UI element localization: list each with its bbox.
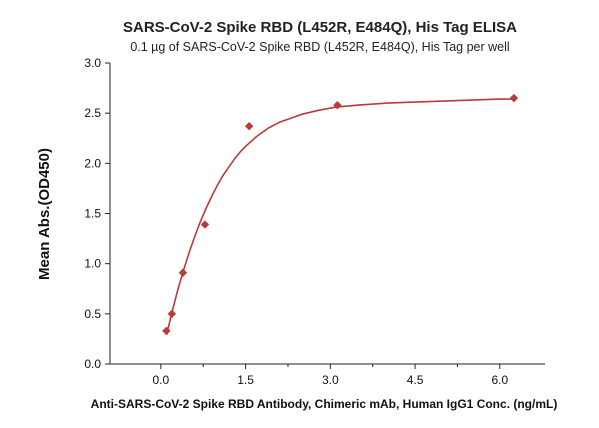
chart-subtitle: 0.1 µg of SARS-CoV-2 Spike RBD (L452R, E…: [130, 40, 509, 54]
x-tick-label: 6.0: [491, 373, 508, 387]
y-tick-label: 3.0: [84, 56, 101, 70]
x-tick-label: 1.5: [237, 373, 254, 387]
x-tick-label: 0.0: [153, 373, 170, 387]
y-tick-label: 0.0: [84, 357, 101, 371]
x-tick-label: 4.5: [407, 373, 424, 387]
y-tick-label: 1.0: [84, 257, 101, 271]
data-point: [244, 122, 254, 131]
y-tick-label: 1.5: [84, 207, 101, 221]
x-ticks: 0.0 1.5 3.0 4.5 6.0: [153, 364, 508, 387]
y-ticks: 0.0 0.5 1.0 1.5 2.0 2.5 3.0: [84, 56, 110, 371]
data-point: [178, 268, 188, 277]
y-tick-label: 2.5: [84, 106, 101, 120]
data-point: [167, 309, 177, 319]
y-tick-label: 2.0: [84, 156, 101, 170]
data-point: [162, 326, 171, 336]
data-point: [200, 220, 210, 229]
chart-title: SARS-CoV-2 Spike RBD (L452R, E484Q), His…: [123, 19, 517, 36]
x-axis-label: Anti-SARS-CoV-2 Spike RBD Antibody, Chim…: [91, 397, 558, 411]
y-axis-label: Mean Abs.(OD450): [36, 148, 53, 280]
x-tick-label: 3.0: [322, 373, 339, 387]
data-point: [333, 100, 342, 110]
fit-curve: [165, 98, 514, 336]
data-points: [162, 93, 519, 336]
data-point: [509, 93, 519, 103]
y-tick-label: 0.5: [84, 307, 101, 321]
